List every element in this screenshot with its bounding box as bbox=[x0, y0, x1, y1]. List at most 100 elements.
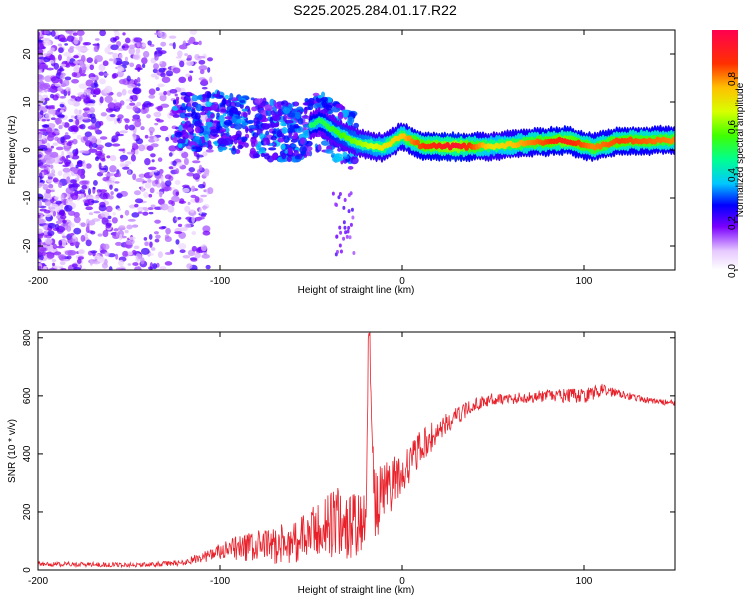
spectrogram-noise-blob bbox=[38, 128, 47, 132]
spectrogram-noise-blob bbox=[168, 152, 173, 157]
spectrogram-noise-blob bbox=[60, 74, 65, 80]
spectrogram-ridge-blob bbox=[266, 139, 271, 146]
spectrogram-noise-blob bbox=[187, 39, 194, 43]
spectrogram-noise-blob bbox=[140, 257, 145, 265]
spectrogram-ridge-blob bbox=[277, 111, 283, 117]
spectrogram-noise-blob bbox=[197, 184, 206, 189]
spectrogram-noise-blob bbox=[178, 76, 187, 84]
spectrogram-noise-blob bbox=[158, 168, 164, 174]
spectrogram-noise-blob bbox=[98, 204, 107, 212]
spectrogram-ridge-blob bbox=[174, 131, 183, 138]
spectrogram-noise-blob bbox=[38, 229, 43, 232]
spectrogram-ridge-blob bbox=[335, 103, 344, 109]
spectrogram-noise-blob bbox=[149, 131, 153, 136]
spectrogram-noise-blob bbox=[138, 144, 146, 152]
spectrogram-ridge-blob bbox=[268, 147, 277, 151]
spectrogram-ridge-blob bbox=[294, 123, 299, 129]
spectrogram-noise-blob bbox=[164, 180, 172, 187]
spectrogram-ridge-blob bbox=[191, 94, 199, 102]
spectrogram-noise-blob bbox=[117, 66, 125, 72]
spectrogram-noise-blob bbox=[98, 78, 106, 85]
spectrogram-noise-blob bbox=[38, 259, 43, 263]
spectrogram-ridge-blob bbox=[276, 130, 283, 138]
spectrogram-noise-blob bbox=[154, 54, 159, 61]
spectrogram-noise-blob bbox=[171, 187, 176, 190]
spectrogram-noise-blob bbox=[202, 205, 207, 211]
spectrogram-noise-blob bbox=[113, 99, 117, 103]
spectrogram-noise-blob bbox=[83, 150, 90, 154]
spectrogram-noise-blob bbox=[53, 157, 60, 164]
colorbar: 0.0 0.2 0.4 0.6 0.8 Normalized spectral ampl… bbox=[712, 30, 746, 278]
spectrogram-noise-blob bbox=[121, 88, 127, 96]
spectrogram-noise-blob bbox=[200, 244, 207, 252]
spectrogram-streak-blob bbox=[342, 220, 346, 225]
spectrogram-noise-blob bbox=[140, 126, 145, 131]
spectrogram-noise-blob bbox=[68, 118, 74, 123]
spectrogram-ridge-blob bbox=[300, 151, 308, 155]
spectrogram-streak-blob bbox=[349, 222, 353, 227]
spectrogram-noise-blob bbox=[82, 42, 88, 46]
spectrogram-noise-blob bbox=[85, 88, 92, 93]
spectrogram-noise-blob bbox=[104, 142, 113, 148]
spectrogram-noise-blob bbox=[50, 117, 56, 121]
spectrogram-ridge-blob bbox=[294, 133, 299, 138]
spectrogram-noise-blob bbox=[168, 145, 177, 152]
spectrogram-noise-blob bbox=[148, 234, 153, 240]
spectrogram-noise-blob bbox=[156, 119, 164, 123]
spectrogram-noise-blob bbox=[131, 224, 139, 228]
spectrogram-noise-blob bbox=[38, 212, 44, 216]
spectrogram-ridge-blob bbox=[274, 103, 282, 109]
spectrogram-noise-blob bbox=[147, 252, 154, 256]
spectrogram-noise-blob bbox=[38, 100, 41, 106]
spectrogram-noise-blob bbox=[186, 172, 195, 177]
spectrogram-noise-blob bbox=[143, 191, 149, 199]
spectrogram-ridge-blob bbox=[248, 124, 257, 130]
spectrogram-noise-blob bbox=[182, 187, 190, 193]
spectrogram-noise-blob bbox=[88, 212, 94, 216]
spectrogram-noise-blob bbox=[100, 211, 110, 218]
spectrogram-noise-blob bbox=[80, 54, 86, 63]
spectrogram-noise-blob bbox=[92, 43, 100, 47]
spectrogram-ridge-blob bbox=[216, 90, 220, 97]
spectrogram-noise-blob bbox=[76, 190, 83, 195]
spectrogram-noise-blob bbox=[148, 88, 156, 96]
spectrogram-noise-blob bbox=[85, 239, 92, 247]
spectrogram-noise-blob bbox=[54, 223, 60, 230]
spectrogram-noise-blob bbox=[48, 59, 55, 64]
spectrogram-noise-blob bbox=[119, 233, 123, 241]
spectrogram-noise-blob bbox=[44, 89, 48, 93]
spectrogram-noise-blob bbox=[91, 122, 97, 128]
spectrogram-noise-blob bbox=[127, 170, 132, 175]
spectrogram-noise-blob bbox=[185, 73, 191, 77]
spectrogram-noise-blob bbox=[130, 94, 138, 102]
colorbar-tick-label: 0.2 bbox=[727, 216, 738, 230]
spectrogram-noise-blob bbox=[50, 164, 54, 169]
spectrogram-x-tick-label: -200 bbox=[28, 276, 48, 287]
spectrogram-noise-blob bbox=[98, 162, 102, 170]
spectrogram-noise-blob bbox=[41, 137, 48, 144]
spectrogram-noise-blob bbox=[112, 72, 119, 79]
spectrogram-noise-blob bbox=[39, 110, 44, 116]
spectrogram-noise-blob bbox=[69, 46, 75, 50]
spectrogram-ridge-blob bbox=[270, 110, 276, 116]
spectrogram-noise-blob bbox=[200, 194, 208, 198]
spectrogram-noise-blob bbox=[78, 67, 83, 74]
spectrogram-noise-blob bbox=[127, 218, 136, 222]
spectrogram-ridge-blob bbox=[216, 121, 221, 130]
snr-series-line bbox=[38, 332, 675, 569]
spectrogram-noise-blob bbox=[86, 223, 90, 229]
spectrogram-ridge-blob bbox=[245, 128, 250, 132]
spectrogram-noise-blob bbox=[93, 45, 99, 53]
spectrogram-noise-blob bbox=[175, 168, 180, 175]
spectrogram-noise-blob bbox=[53, 129, 60, 135]
spectrogram-noise-blob bbox=[154, 219, 161, 224]
spectrogram-noise-blob bbox=[47, 222, 56, 229]
spectrogram-y-tick-label: -10 bbox=[22, 190, 33, 205]
spectrogram-ridge-blob bbox=[196, 95, 203, 101]
spectrogram-streak-blob bbox=[335, 249, 339, 254]
spectrogram-noise-blob bbox=[49, 203, 59, 211]
spectrogram-noise-blob bbox=[104, 95, 113, 103]
spectrogram-noise-blob bbox=[44, 97, 50, 102]
spectrogram-ridge-blob bbox=[231, 116, 237, 124]
